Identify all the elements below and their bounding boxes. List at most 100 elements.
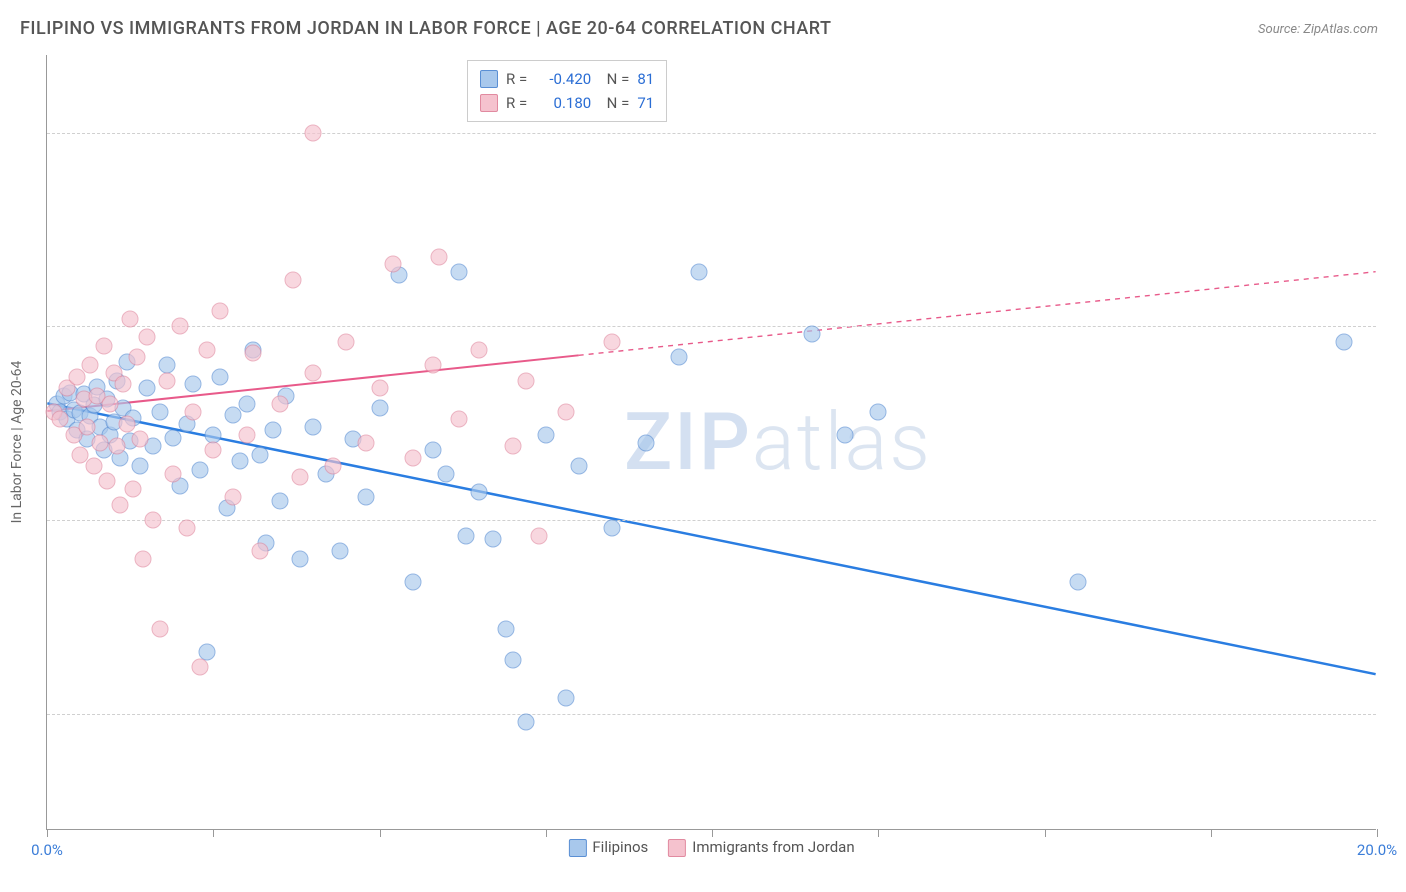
- scatter-point: [371, 400, 388, 417]
- y-tick-label: 87.5%: [1386, 317, 1406, 335]
- scatter-point: [670, 349, 687, 366]
- scatter-point: [205, 426, 222, 443]
- x-tick: [380, 829, 381, 837]
- scatter-point: [125, 481, 142, 498]
- x-tick: [878, 829, 879, 837]
- scatter-point: [870, 403, 887, 420]
- scatter-point: [424, 442, 441, 459]
- scatter-point: [451, 411, 468, 428]
- scatter-point: [122, 310, 139, 327]
- scatter-point: [225, 488, 242, 505]
- scatter-point: [118, 415, 135, 432]
- scatter-point: [165, 465, 182, 482]
- legend-r-value: 0.180: [535, 91, 591, 115]
- scatter-point: [305, 364, 322, 381]
- y-tick-label: 62.5%: [1386, 705, 1406, 723]
- scatter-point: [324, 457, 341, 474]
- scatter-point: [371, 380, 388, 397]
- scatter-point: [438, 465, 455, 482]
- scatter-point: [338, 333, 355, 350]
- legend-swatch: [480, 94, 498, 112]
- scatter-point: [198, 643, 215, 660]
- legend-r-label: R =: [506, 91, 527, 115]
- series-legend: Filipinos Immigrants from Jordan: [568, 838, 854, 857]
- scatter-point: [231, 453, 248, 470]
- scatter-point: [604, 519, 621, 536]
- x-tick: [213, 829, 214, 837]
- scatter-point: [471, 484, 488, 501]
- scatter-point: [172, 318, 189, 335]
- legend-corr-row: R =-0.420 N =81: [480, 67, 654, 91]
- scatter-point: [78, 419, 95, 436]
- scatter-point: [185, 375, 202, 392]
- scatter-point: [457, 527, 474, 544]
- scatter-point: [690, 264, 707, 281]
- scatter-point: [291, 468, 308, 485]
- y-axis-title: In Labor Force | Age 20-64: [9, 361, 25, 524]
- scatter-point: [517, 713, 534, 730]
- scatter-point: [98, 473, 115, 490]
- scatter-point: [115, 375, 132, 392]
- scatter-point: [803, 326, 820, 343]
- scatter-point: [251, 543, 268, 560]
- legend-r-label: R =: [506, 67, 527, 91]
- scatter-point: [95, 338, 112, 355]
- x-tick: [546, 829, 547, 837]
- x-tick: [712, 829, 713, 837]
- scatter-point: [238, 426, 255, 443]
- scatter-point: [158, 372, 175, 389]
- scatter-point: [557, 403, 574, 420]
- scatter-point: [132, 457, 149, 474]
- trend-line-solid: [47, 403, 1375, 674]
- scatter-point: [191, 462, 208, 479]
- scatter-point: [152, 620, 169, 637]
- scatter-point: [305, 124, 322, 141]
- scatter-point: [1069, 574, 1086, 591]
- scatter-point: [211, 369, 228, 386]
- scatter-point: [451, 264, 468, 281]
- gridline-h: [47, 326, 1376, 327]
- legend-item: Filipinos: [568, 838, 648, 857]
- scatter-point: [112, 496, 129, 513]
- scatter-point: [138, 380, 155, 397]
- scatter-point: [271, 395, 288, 412]
- gridline-h: [47, 714, 1376, 715]
- scatter-point: [251, 446, 268, 463]
- scatter-point: [138, 329, 155, 346]
- scatter-point: [537, 426, 554, 443]
- gridline-h: [47, 133, 1376, 134]
- x-tick: [1045, 829, 1046, 837]
- scatter-point: [135, 550, 152, 567]
- scatter-point: [238, 395, 255, 412]
- scatter-point: [82, 357, 99, 374]
- scatter-point: [271, 493, 288, 510]
- scatter-point: [185, 403, 202, 420]
- scatter-point: [431, 248, 448, 265]
- scatter-point: [531, 527, 548, 544]
- scatter-point: [108, 437, 125, 454]
- scatter-point: [128, 349, 145, 366]
- scatter-point: [1335, 333, 1352, 350]
- source-label: Source: ZipAtlas.com: [1258, 22, 1378, 37]
- legend-swatch: [568, 839, 586, 857]
- scatter-point: [245, 344, 262, 361]
- scatter-point: [604, 333, 621, 350]
- scatter-point: [68, 369, 85, 386]
- legend-n-value: 71: [637, 91, 654, 115]
- scatter-point: [132, 431, 149, 448]
- scatter-point: [517, 372, 534, 389]
- x-tick: [1211, 829, 1212, 837]
- scatter-point: [837, 426, 854, 443]
- scatter-point: [384, 256, 401, 273]
- scatter-point: [557, 690, 574, 707]
- scatter-point: [198, 341, 215, 358]
- trend-line-dashed: [579, 272, 1376, 356]
- legend-label: Immigrants from Jordan: [692, 838, 854, 856]
- legend-item: Immigrants from Jordan: [668, 838, 854, 857]
- scatter-point: [404, 450, 421, 467]
- scatter-point: [165, 429, 182, 446]
- scatter-point: [52, 411, 69, 428]
- x-tick: [47, 829, 48, 837]
- scatter-point: [504, 437, 521, 454]
- legend-corr-row: R =0.180 N =71: [480, 91, 654, 115]
